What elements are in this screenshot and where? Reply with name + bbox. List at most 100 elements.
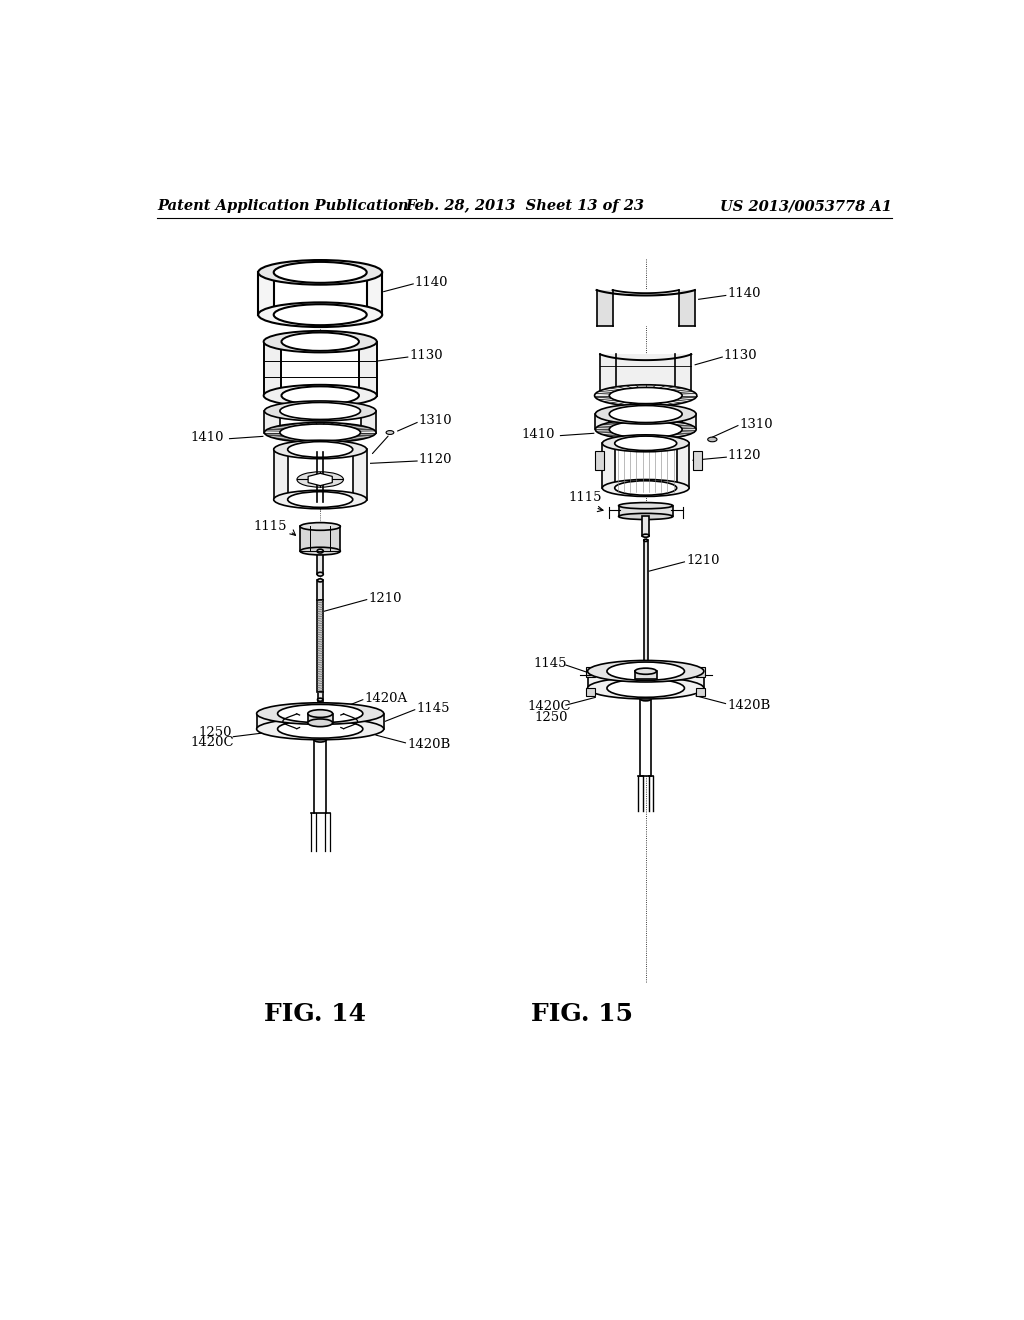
- Ellipse shape: [263, 385, 377, 407]
- Ellipse shape: [642, 535, 649, 537]
- Text: Patent Application Publication: Patent Application Publication: [158, 199, 409, 213]
- Bar: [588, 671, 703, 688]
- Ellipse shape: [602, 434, 689, 451]
- Polygon shape: [679, 290, 694, 326]
- Text: 1410: 1410: [521, 428, 555, 441]
- Bar: [257, 714, 384, 729]
- Ellipse shape: [288, 491, 352, 507]
- Ellipse shape: [607, 663, 684, 680]
- Ellipse shape: [282, 333, 359, 351]
- Text: 1420C: 1420C: [527, 700, 570, 713]
- Bar: [640, 700, 651, 776]
- Bar: [644, 540, 647, 664]
- Ellipse shape: [644, 539, 647, 541]
- Bar: [614, 444, 677, 488]
- Bar: [273, 449, 367, 499]
- Polygon shape: [597, 290, 612, 326]
- Bar: [264, 411, 376, 433]
- Text: 1120: 1120: [419, 453, 453, 466]
- Ellipse shape: [317, 698, 323, 701]
- Bar: [595, 414, 696, 429]
- Text: 1410: 1410: [190, 430, 224, 444]
- Text: 1420B: 1420B: [407, 738, 451, 751]
- Ellipse shape: [588, 660, 703, 682]
- Ellipse shape: [280, 403, 360, 420]
- Ellipse shape: [300, 548, 340, 554]
- Ellipse shape: [614, 436, 677, 450]
- Text: 1130: 1130: [410, 348, 443, 362]
- Ellipse shape: [257, 718, 384, 739]
- Ellipse shape: [314, 738, 327, 742]
- Bar: [317, 692, 323, 704]
- Ellipse shape: [618, 503, 673, 508]
- Text: 1130: 1130: [724, 348, 758, 362]
- Text: 1420A: 1420A: [365, 692, 408, 705]
- Bar: [278, 714, 362, 729]
- Bar: [317, 581, 323, 599]
- Text: 1250: 1250: [199, 726, 232, 739]
- Ellipse shape: [317, 573, 324, 576]
- Bar: [618, 506, 673, 516]
- Bar: [635, 671, 656, 678]
- Polygon shape: [300, 527, 340, 552]
- Ellipse shape: [317, 549, 324, 553]
- Ellipse shape: [258, 260, 382, 285]
- Ellipse shape: [288, 442, 352, 457]
- Ellipse shape: [273, 261, 367, 282]
- Ellipse shape: [273, 304, 367, 325]
- Ellipse shape: [280, 424, 360, 441]
- Text: 1310: 1310: [739, 417, 773, 430]
- Ellipse shape: [618, 513, 673, 520]
- Text: 1115: 1115: [254, 520, 296, 536]
- Ellipse shape: [588, 677, 703, 700]
- Ellipse shape: [609, 405, 682, 422]
- Text: 1145: 1145: [417, 702, 450, 714]
- Bar: [607, 671, 684, 688]
- Bar: [258, 272, 382, 314]
- Bar: [288, 449, 352, 499]
- Text: FIG. 14: FIG. 14: [263, 1002, 366, 1026]
- Ellipse shape: [317, 578, 323, 582]
- Bar: [696, 668, 706, 677]
- Ellipse shape: [595, 385, 697, 407]
- Bar: [263, 342, 377, 396]
- Bar: [642, 516, 649, 536]
- Text: 1420B: 1420B: [727, 698, 770, 711]
- Bar: [282, 342, 359, 396]
- Bar: [317, 552, 324, 574]
- Text: US 2013/0053778 A1: US 2013/0053778 A1: [720, 199, 892, 213]
- Polygon shape: [308, 474, 332, 486]
- Bar: [600, 354, 691, 400]
- Ellipse shape: [602, 479, 689, 496]
- Bar: [602, 444, 689, 488]
- Ellipse shape: [264, 422, 376, 442]
- Bar: [273, 272, 367, 314]
- Bar: [314, 739, 327, 813]
- Ellipse shape: [263, 331, 377, 352]
- Text: Feb. 28, 2013  Sheet 13 of 23: Feb. 28, 2013 Sheet 13 of 23: [406, 199, 644, 213]
- Bar: [696, 688, 706, 696]
- Ellipse shape: [386, 430, 394, 434]
- Bar: [586, 688, 595, 696]
- Ellipse shape: [609, 421, 682, 438]
- Ellipse shape: [273, 490, 367, 508]
- Ellipse shape: [308, 719, 333, 726]
- Ellipse shape: [308, 710, 333, 718]
- Ellipse shape: [640, 697, 651, 701]
- Ellipse shape: [595, 420, 696, 440]
- Text: 1250: 1250: [535, 711, 568, 723]
- Text: FIG. 15: FIG. 15: [531, 1002, 633, 1026]
- Text: 1115: 1115: [568, 491, 603, 512]
- Ellipse shape: [282, 387, 359, 405]
- Ellipse shape: [258, 302, 382, 327]
- Bar: [609, 414, 682, 429]
- Ellipse shape: [297, 471, 343, 487]
- Ellipse shape: [614, 480, 677, 495]
- Ellipse shape: [607, 678, 684, 697]
- Ellipse shape: [609, 388, 682, 404]
- Ellipse shape: [708, 437, 717, 442]
- Text: 1140: 1140: [727, 288, 761, 301]
- Bar: [317, 599, 323, 692]
- Text: 1210: 1210: [686, 554, 720, 566]
- Bar: [597, 290, 694, 326]
